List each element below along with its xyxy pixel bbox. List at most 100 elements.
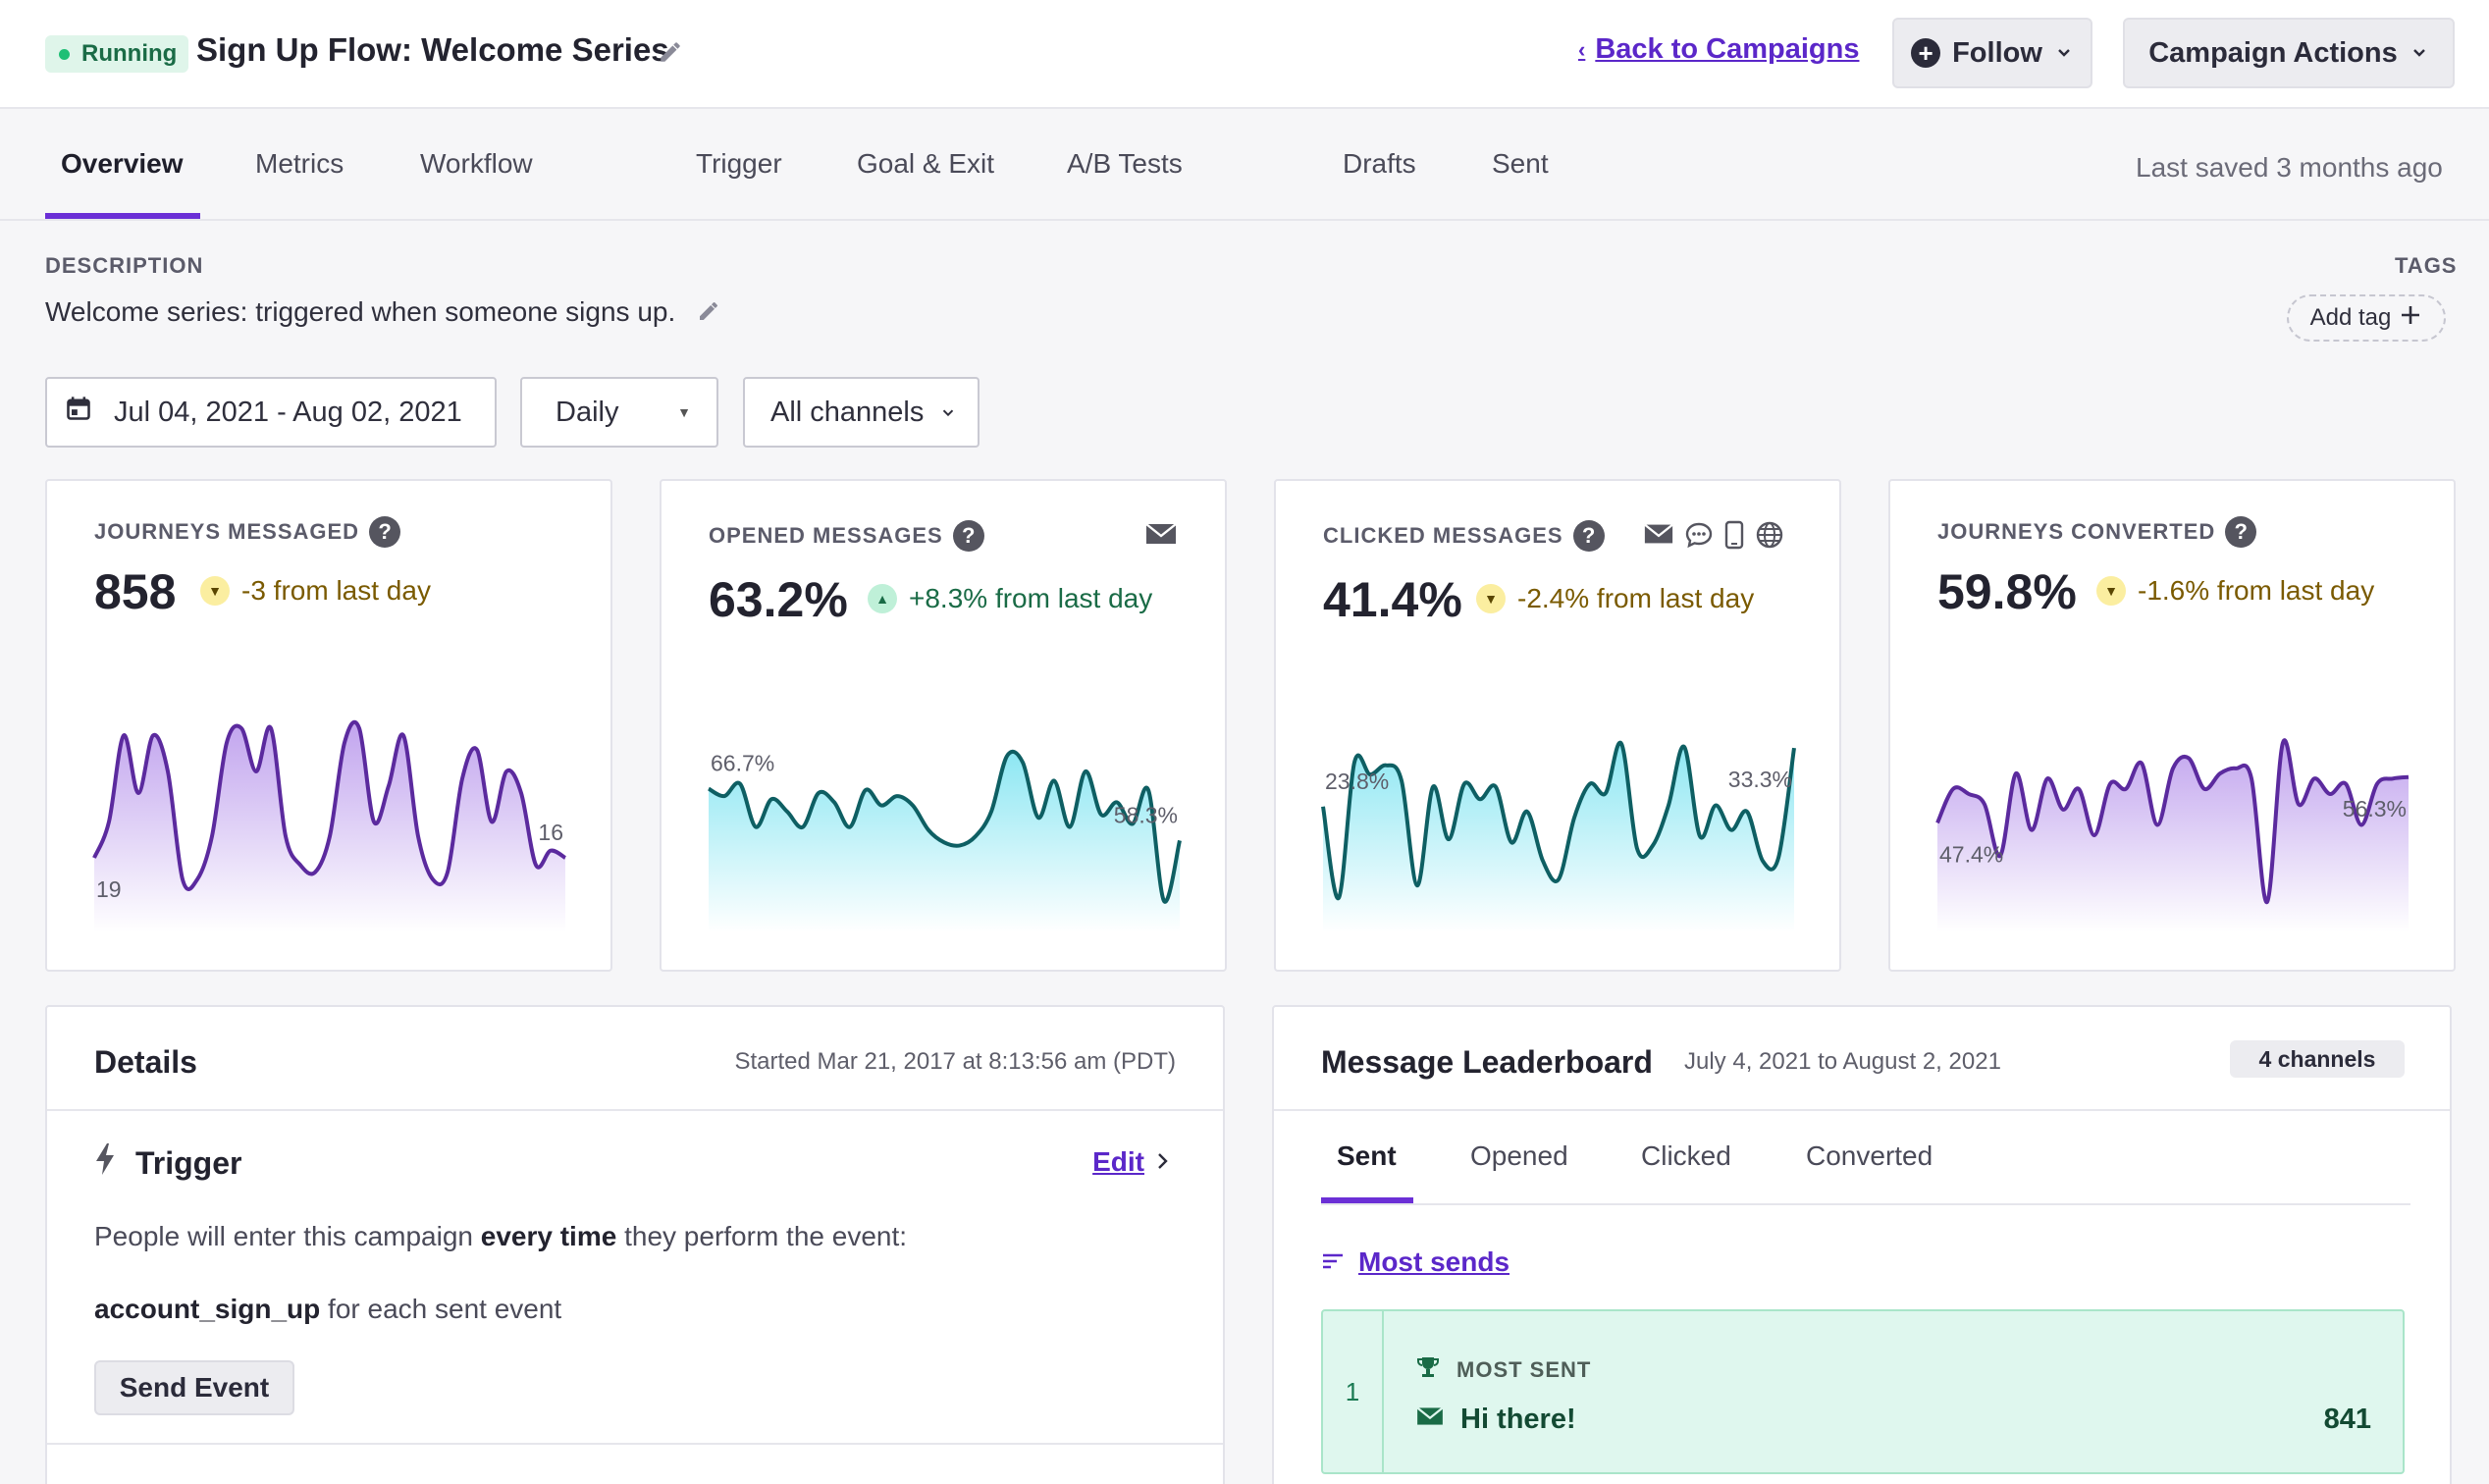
description-label: DESCRIPTION (45, 253, 204, 278)
campaign-tabs: Overview Metrics Workflow Trigger Goal &… (0, 109, 2489, 221)
lightning-bolt-icon (94, 1142, 116, 1184)
help-icon[interactable]: ? (1572, 520, 1605, 552)
sparkline-chart: 47.4% 56.3% (1935, 738, 2410, 932)
metric-delta: ▲ +8.3% from last day (868, 583, 1152, 614)
channels-count-badge: 4 channels (2230, 1040, 2405, 1078)
event-suffix: for each sent event (320, 1294, 562, 1324)
edit-title-pencil-icon[interactable] (658, 39, 683, 70)
tab-opened[interactable]: Opened (1470, 1140, 1568, 1171)
tab-workflow[interactable]: Workflow (420, 148, 533, 179)
metric-value: 858 (94, 564, 177, 619)
send-event-button[interactable]: Send Event (94, 1360, 294, 1415)
tab-sent[interactable]: Sent (1337, 1140, 1397, 1171)
metric-card-clicked-messages: CLICKED MESSAGES ? 41.4% ▼ -2.4% from la… (1274, 479, 1841, 972)
edit-description-pencil-icon[interactable] (697, 298, 720, 330)
trigger-title: Trigger (135, 1144, 242, 1181)
last-saved-text: Last saved 3 months ago (2136, 152, 2443, 183)
started-date: Started Mar 21, 2017 at 8:13:56 am (PDT) (734, 1048, 1176, 1075)
sparkline-chart: 23.8% 33.3% (1321, 740, 1796, 932)
chevron-right-icon (1156, 1146, 1170, 1178)
tab-metrics[interactable]: Metrics (255, 148, 344, 179)
metric-card-journeys-messaged: JOURNEYS MESSAGED ? 858 ▼ -3 from last d… (45, 479, 612, 972)
most-sent-label: MOST SENT (1415, 1354, 1591, 1386)
tab-clicked[interactable]: Clicked (1641, 1140, 1731, 1171)
tab-sent[interactable]: Sent (1492, 148, 1549, 179)
sort-label: Most sends (1358, 1246, 1510, 1277)
channel-icons (1144, 520, 1178, 553)
divider (1274, 1109, 2450, 1111)
rank-number: 1 (1323, 1311, 1384, 1472)
sparkline-end-label: 16 (538, 820, 563, 845)
message-name: Hi there! (1415, 1404, 1576, 1436)
active-tab-indicator (1321, 1197, 1413, 1203)
tabs-border (1321, 1203, 2410, 1205)
description-value: Welcome series: triggered when someone s… (45, 296, 676, 327)
sparkline-end-label: 33.3% (1728, 767, 1792, 792)
email-icon (1415, 1404, 1445, 1436)
metric-label: JOURNEYS CONVERTED ? (1937, 516, 2257, 548)
trend-down-icon: ▼ (1476, 584, 1506, 613)
chevron-left-icon: ‹ (1578, 36, 1586, 62)
add-tag-button[interactable]: Add tag (2287, 294, 2446, 342)
message-title: Hi there! (1460, 1404, 1576, 1435)
follow-button[interactable]: + Follow (1892, 18, 2092, 88)
tab-drafts[interactable]: Drafts (1343, 148, 1416, 179)
help-icon[interactable]: ? (952, 520, 984, 552)
sparkline-area (709, 751, 1180, 932)
help-icon[interactable]: ? (2225, 516, 2257, 548)
status-badge: Running (45, 35, 189, 73)
trigger-event: account_sign_up for each sent event (94, 1294, 561, 1325)
metric-value: 41.4% (1323, 572, 1462, 627)
channels-value: All channels (770, 396, 925, 428)
metric-card-opened-messages: OPENED MESSAGES ? 63.2% ▲ +8.3% from las… (660, 479, 1227, 972)
tab-ab-tests[interactable]: A/B Tests (1067, 148, 1183, 179)
event-name: account_sign_up (94, 1294, 321, 1324)
tab-goal-exit[interactable]: Goal & Exit (857, 148, 995, 179)
channels-select[interactable]: All channels (743, 377, 980, 448)
metric-delta-text: -2.4% from last day (1517, 583, 1755, 613)
period-value: Daily (556, 396, 619, 428)
sort-most-sends-link[interactable]: Most sends (1321, 1246, 1509, 1278)
sparkline-end-label: 58.3% (1114, 802, 1178, 827)
date-range-value: Jul 04, 2021 - Aug 02, 2021 (114, 396, 462, 428)
sparkline-line (1935, 738, 2410, 905)
trigger-description-a: People will enter this campaign (94, 1221, 481, 1251)
trigger-description-c: they perform the event: (616, 1221, 908, 1251)
edit-trigger-link[interactable]: Edit (1092, 1146, 1170, 1178)
active-tab-indicator (45, 213, 200, 219)
most-sent-text: MOST SENT (1456, 1357, 1592, 1382)
sparkline-line (92, 719, 567, 891)
sparkline-area (1937, 740, 2409, 932)
chevron-down-icon (2410, 37, 2429, 70)
leaderboard-row[interactable]: 1 MOST SENT Hi there! 841 (1321, 1309, 2405, 1474)
tab-overview[interactable]: Overview (61, 148, 184, 179)
sparkline-start-label: 19 (96, 876, 122, 902)
help-icon[interactable]: ? (369, 516, 401, 548)
tab-trigger[interactable]: Trigger (696, 148, 782, 179)
mobile-phone-icon (1723, 520, 1745, 555)
campaign-actions-button[interactable]: Campaign Actions (2123, 18, 2455, 88)
back-to-campaigns-link[interactable]: ‹ Back to Campaigns (1578, 33, 1859, 66)
tab-converted[interactable]: Converted (1806, 1140, 1933, 1171)
divider (47, 1443, 1223, 1445)
metric-label: OPENED MESSAGES ? (709, 520, 984, 552)
status-dot-icon (59, 48, 70, 60)
metric-label-text: JOURNEYS CONVERTED (1937, 519, 2216, 544)
leaderboard-title: Message Leaderboard (1321, 1044, 1653, 1080)
metric-label: JOURNEYS MESSAGED ? (94, 516, 401, 548)
metric-label-text: OPENED MESSAGES (709, 523, 943, 548)
page-title: Sign Up Flow: Welcome Series (196, 31, 669, 68)
globe-icon (1755, 520, 1784, 555)
status-label: Running (81, 40, 178, 67)
metric-delta-text: -1.6% from last day (2138, 575, 2375, 606)
chevron-down-icon (2054, 37, 2074, 70)
sparkline-chart: 66.7% 58.3% (707, 749, 1182, 932)
trend-up-icon: ▲ (868, 584, 897, 613)
trophy-icon (1415, 1354, 1441, 1386)
date-range-picker[interactable]: Jul 04, 2021 - Aug 02, 2021 (45, 377, 497, 448)
sparkline-start-label: 66.7% (711, 751, 774, 776)
period-select[interactable]: Daily ▼ (520, 377, 718, 448)
add-tag-label: Add tag (2309, 304, 2392, 331)
caret-down-icon: ▼ (677, 404, 691, 420)
